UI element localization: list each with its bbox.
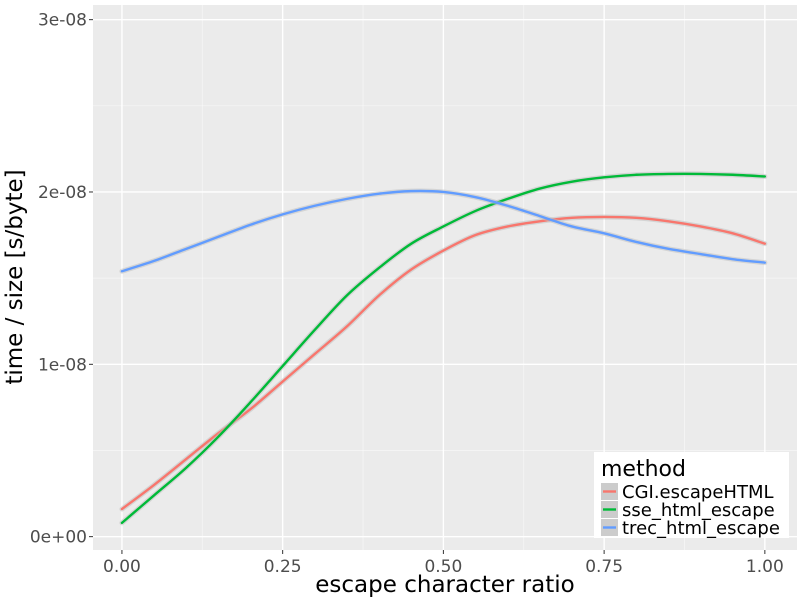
legend-label: CGI.escapeHTML <box>622 482 774 503</box>
x-tick-label: 0.50 <box>424 557 462 577</box>
x-tick-label: 1.00 <box>746 557 784 577</box>
legend-background <box>594 452 789 538</box>
legend-label: trec_html_escape <box>622 518 780 539</box>
legend-label: sse_html_escape <box>622 500 775 521</box>
y-axis-title: time / size [s/byte] <box>2 169 28 384</box>
y-tick-label: 1e-08 <box>38 355 87 375</box>
series-line-sse_html_escape <box>120 172 767 525</box>
axes: 0.00 0.25 0.50 0.75 1.00 0e+00 1e-08 2e-08 3e-08 <box>30 11 784 577</box>
x-axis-title: escape character ratio <box>315 572 574 598</box>
y-tick-label: 3e-08 <box>38 11 87 31</box>
x-tick-label: 0.75 <box>585 557 623 577</box>
legend-title: method <box>601 457 686 482</box>
legend-items: CGI.escapeHTMLsse_html_escapetrec_html_e… <box>601 482 780 539</box>
y-tick-label: 0e+00 <box>30 528 87 548</box>
x-tick-label: 0.00 <box>103 557 141 577</box>
y-tick-label: 2e-08 <box>38 183 87 203</box>
legend: method CGI.escapeHTMLsse_html_escapetrec… <box>594 452 789 539</box>
series-lines <box>119 171 768 526</box>
series-line-trec_html_escape <box>120 189 767 273</box>
x-tick-label: 0.25 <box>264 557 302 577</box>
